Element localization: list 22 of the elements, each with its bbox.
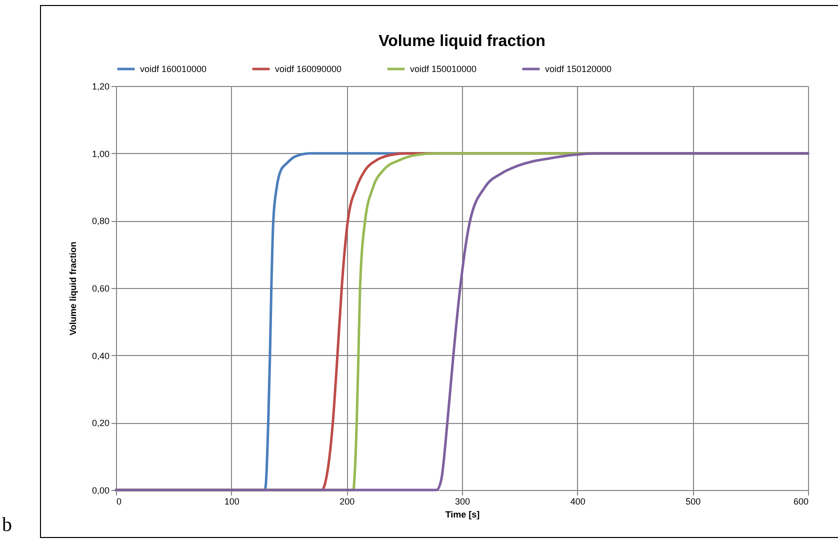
- legend-label: voidf 160090000: [275, 64, 342, 74]
- x-tick-label: 300: [454, 496, 470, 506]
- chart-title: Volume liquid fraction: [378, 33, 546, 50]
- y-axis-title: Volume liquid fraction: [68, 242, 78, 336]
- legend-label: voidf 150120000: [545, 64, 612, 74]
- x-tick-label: 400: [570, 496, 586, 506]
- y-tick-label: 0,60: [92, 284, 110, 294]
- y-tick-label: 1,20: [92, 82, 110, 92]
- y-tick-label: 1,00: [92, 148, 110, 159]
- text: b: [2, 514, 12, 537]
- x-axis-title: Time [s]: [445, 510, 480, 520]
- y-tick-label: 0,20: [92, 418, 110, 428]
- x-tick-label: 600: [793, 496, 808, 506]
- x-tick-label: 200: [340, 496, 355, 506]
- y-tick-label: 0,00: [92, 486, 110, 496]
- y-tick-label: 0,80: [92, 216, 110, 226]
- y-tick-label: 0,40: [92, 350, 110, 361]
- x-tick-label: 500: [686, 496, 701, 506]
- x-tick-label: 0: [116, 496, 122, 506]
- legend-label: voidf 150010000: [410, 64, 477, 74]
- legend-label: voidf 160010000: [140, 64, 207, 74]
- x-tick-label: 100: [224, 496, 240, 506]
